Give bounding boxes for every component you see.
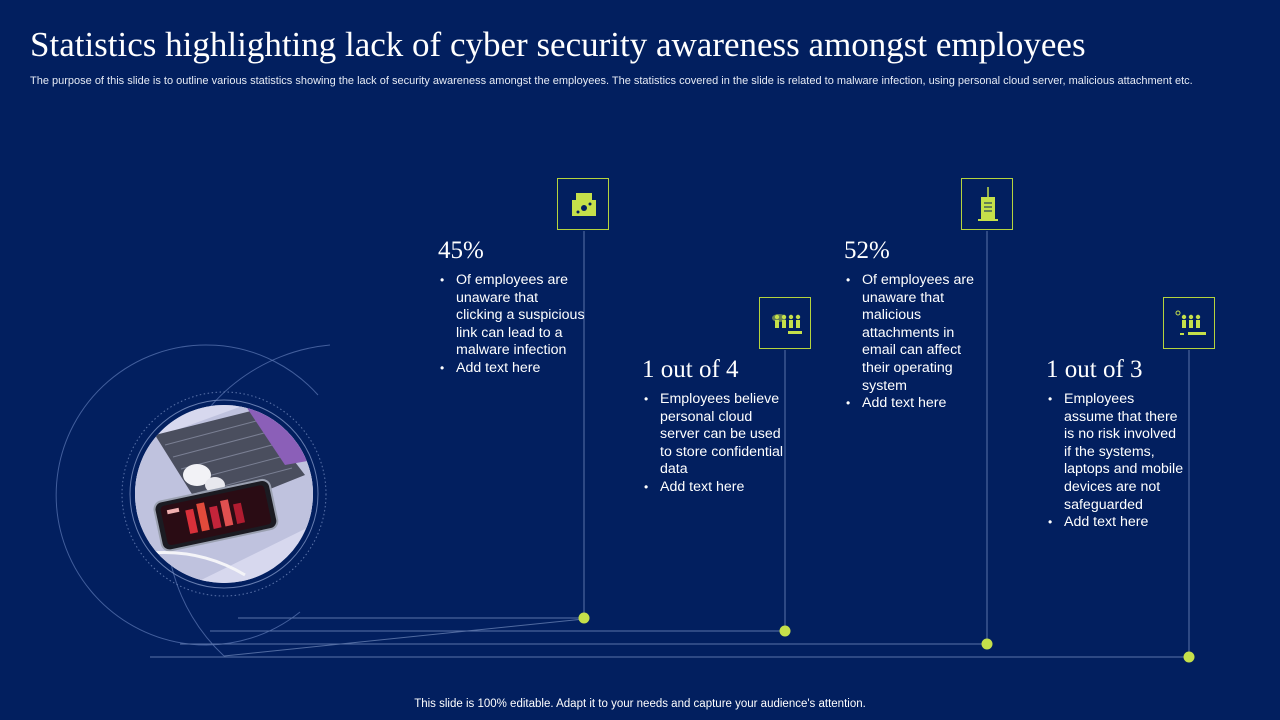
- bullet-text: Add text here: [1046, 514, 1186, 532]
- timeline-dot-2: [779, 625, 791, 637]
- slide-footer: This slide is 100% editable. Adapt it to…: [414, 698, 866, 710]
- laptop-phone-photo: [135, 405, 313, 583]
- stat-value-4: 1 out of 3: [1046, 356, 1143, 383]
- timeline-dot-3: [981, 638, 993, 650]
- slide-title: Statistics highlighting lack of cyber se…: [30, 25, 1086, 64]
- stat-value-1: 45%: [438, 237, 484, 264]
- bullet-text: Employees assume that there is no risk i…: [1046, 391, 1186, 514]
- stat-bullets-3: Of employees are unaware that malicious …: [844, 272, 989, 413]
- stat-bullets-2: Employees believe personal cloud server …: [642, 391, 784, 497]
- bullet-text: Of employees are unaware that malicious …: [844, 272, 989, 395]
- stat-bullets-1: Of employees are unaware that clicking a…: [438, 272, 588, 378]
- timeline-dot-4: [1183, 651, 1195, 663]
- cloud-users-icon: [759, 297, 811, 349]
- unsecured-devices-icon: [1163, 297, 1215, 349]
- bullet-text: Add text here: [438, 360, 588, 378]
- bullet-text: Add text here: [642, 479, 784, 497]
- bullet-text: Of employees are unaware that clicking a…: [438, 272, 588, 360]
- malware-file-icon: [557, 178, 609, 230]
- stat-value-2: 1 out of 4: [642, 356, 739, 383]
- stat-value-3: 52%: [844, 237, 890, 264]
- slide-subtitle: The purpose of this slide is to outline …: [30, 75, 1193, 87]
- stat-bullets-4: Employees assume that there is no risk i…: [1046, 391, 1186, 532]
- bullet-text: Employees believe personal cloud server …: [642, 391, 784, 479]
- email-attachment-icon: [961, 178, 1013, 230]
- timeline-dot-1: [578, 612, 590, 624]
- bullet-text: Add text here: [844, 395, 989, 413]
